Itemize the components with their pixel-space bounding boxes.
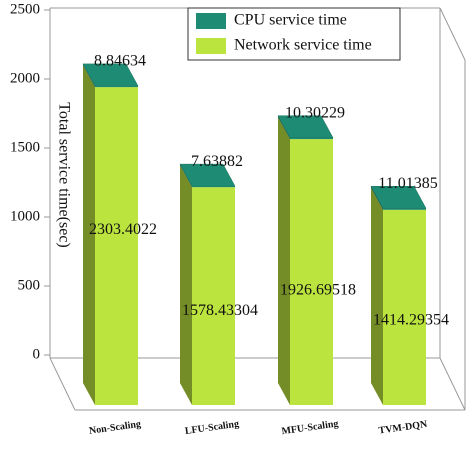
legend-swatch [196,13,226,29]
y-tick-label: 500 [18,277,41,293]
bar [383,208,426,210]
x-tick-label: TVM-DQN [378,419,429,437]
bar [192,186,235,188]
bar-side [371,187,383,405]
data-label: 1414.29354 [373,312,449,329]
y-tick-label: 1500 [10,139,40,155]
bar [95,85,138,88]
data-label: 7.63882 [191,153,243,170]
bar-top [179,163,236,187]
legend-label: Network service time [234,37,372,54]
data-label: 8.84634 [94,53,146,70]
floor-left [49,357,76,411]
legend-label: CPU service time [234,12,347,29]
bar-top [82,63,139,87]
y-axis-title: Total service time(sec) [55,102,72,247]
x-tick-label: LFU-Scaling [184,419,239,437]
data-label: 2303.4022 [89,221,157,238]
data-label: 10.30229 [285,104,345,121]
bar [290,139,333,405]
x-tick-label: MFU-Scaling [281,418,339,437]
data-label: 1926.69518 [280,281,356,298]
legend-swatch [196,38,226,54]
bar-side [180,165,192,405]
bar-side [278,117,290,406]
y-tick-label: 2000 [10,70,40,86]
top-right [439,7,466,61]
x-tick-label: Non-Scaling [88,419,141,437]
floor-right [439,357,466,411]
bar [290,137,333,140]
data-label: 11.01385 [378,175,437,192]
bar-side [83,65,95,405]
bar [383,209,426,405]
bar [95,87,138,405]
data-label: 1578.43304 [182,302,258,319]
y-tick-label: 1000 [10,208,40,224]
bar-top [370,186,427,209]
y-tick-label: 0 [33,346,41,362]
y-tick-label: 2500 [10,1,40,17]
legend: CPU service time Network service time [187,7,401,61]
bar-top [277,115,334,138]
bar [192,187,235,405]
